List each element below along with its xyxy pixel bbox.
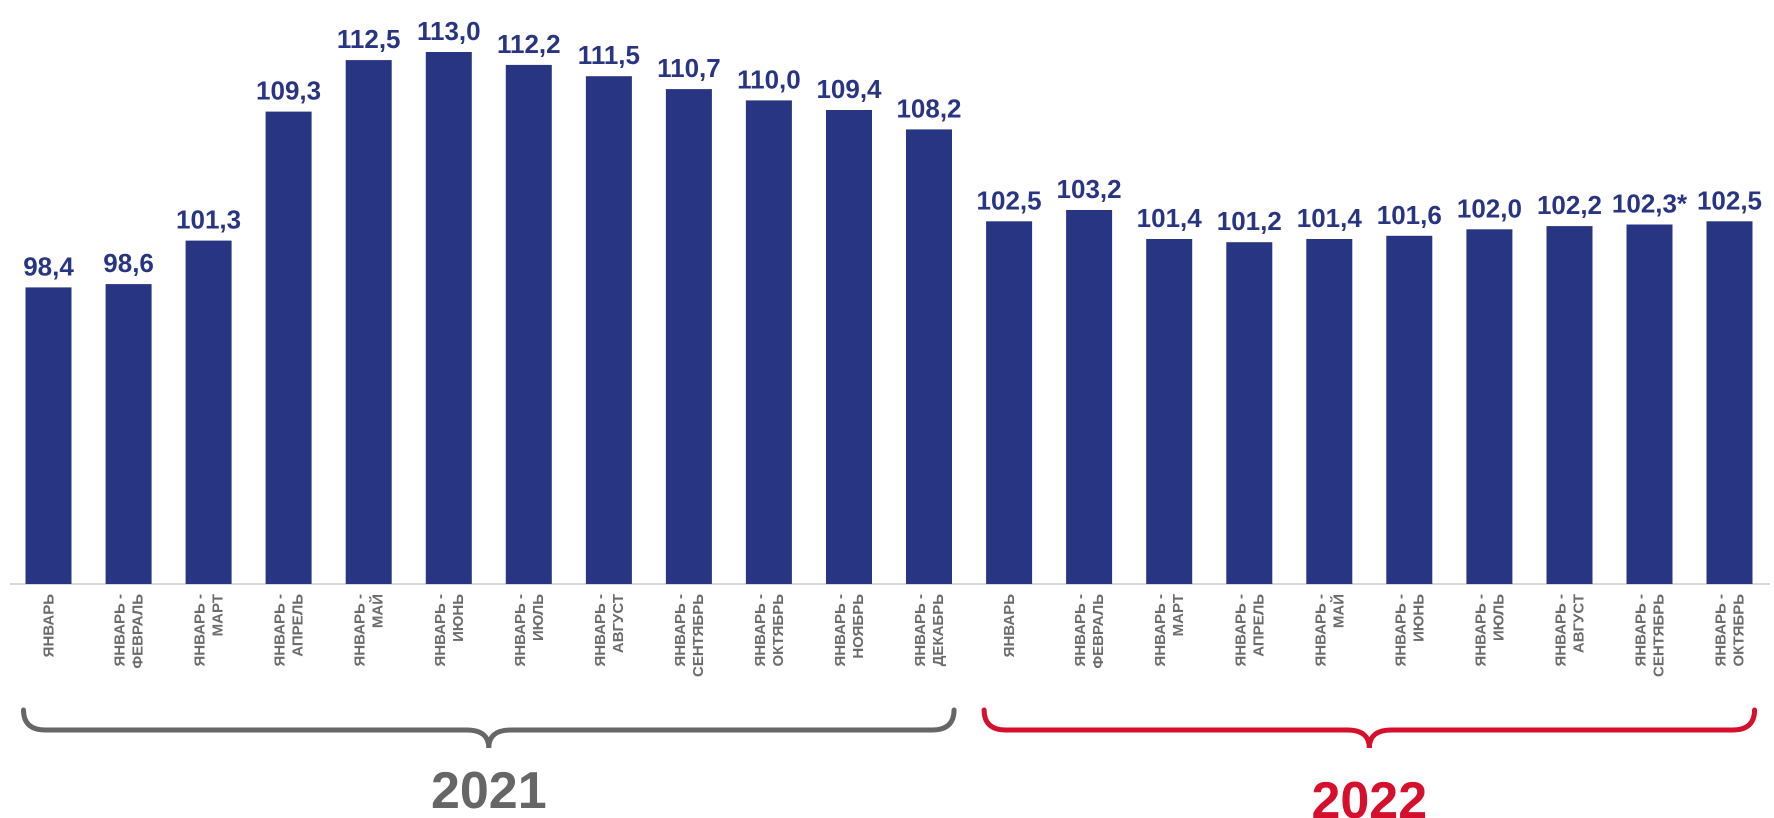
svg-text:ЯНВАРЬ -ФЕВРАЛЬ: ЯНВАРЬ -ФЕВРАЛЬ — [1072, 594, 1107, 669]
value-label-10: 110,0 — [737, 64, 801, 94]
value-label-17: 101,4 — [1297, 203, 1363, 233]
bar-11 — [826, 110, 872, 584]
tick-label-16: ЯНВАРЬ -АПРЕЛЬ — [1232, 594, 1267, 667]
svg-text:ЯНВАРЬ -ОКТЯБРЬ: ЯНВАРЬ -ОКТЯБРЬ — [752, 594, 787, 667]
value-label-2: 98,6 — [103, 248, 154, 278]
value-label-9: 110,7 — [657, 53, 721, 83]
svg-text:ЯНВАРЬ -МАРТ: ЯНВАРЬ -МАРТ — [192, 594, 227, 666]
tick-label-21: ЯНВАРЬ -СЕНТЯБРЬ — [1633, 594, 1668, 677]
value-label-8: 111,5 — [578, 40, 640, 70]
bar-2 — [105, 284, 152, 584]
tick-label-17: ЯНВАРЬ -МАЙ — [1312, 594, 1347, 666]
bar-1 — [25, 287, 72, 584]
svg-text:ЯНВАРЬ -ИЮНЬ: ЯНВАРЬ -ИЮНЬ — [1392, 594, 1427, 667]
svg-text:ЯНВАРЬ -АПРЕЛЬ: ЯНВАРЬ -АПРЕЛЬ — [272, 594, 307, 667]
bar-12 — [906, 129, 952, 584]
tick-label-10: ЯНВАРЬ -ОКТЯБРЬ — [752, 594, 787, 667]
tick-label-9: ЯНВАРЬ -СЕНТЯБРЬ — [672, 594, 707, 677]
bar-4 — [265, 111, 312, 584]
value-label-13: 102,5 — [977, 185, 1042, 215]
value-label-20: 102,2 — [1537, 190, 1602, 220]
tick-label-1: ЯНВАРЬ — [41, 594, 58, 658]
value-label-6: 113,0 — [417, 16, 481, 46]
bar-9 — [665, 89, 712, 584]
svg-text:ЯНВАРЬ: ЯНВАРЬ — [1001, 594, 1018, 658]
svg-text:ЯНВАРЬ -СЕНТЯБРЬ: ЯНВАРЬ -СЕНТЯБРЬ — [1633, 594, 1668, 677]
bar-5 — [345, 60, 392, 585]
value-label-19: 102,0 — [1457, 193, 1522, 223]
tick-label-18: ЯНВАРЬ -ИЮНЬ — [1392, 594, 1427, 667]
value-labels-layer: 98,4 98,6 101,3 109,3 112,5 113,0 112,2 111,5 11… — [23, 16, 1762, 281]
bar-14 — [1066, 210, 1113, 584]
tick-label-20: ЯНВАРЬ -АВГУСТ — [1553, 594, 1588, 666]
bar-17 — [1306, 239, 1353, 584]
svg-text:ЯНВАРЬ -ФЕВРАЛЬ: ЯНВАРЬ -ФЕВРАЛЬ — [112, 594, 147, 669]
tick-label-3: ЯНВАРЬ -МАРТ — [192, 594, 227, 666]
svg-text:ЯНВАРЬ -МАЙ: ЯНВАРЬ -МАЙ — [352, 594, 387, 666]
value-label-1: 98,4 — [23, 251, 74, 281]
svg-text:ЯНВАРЬ -МАРТ: ЯНВАРЬ -МАРТ — [1152, 594, 1187, 666]
svg-text:ЯНВАРЬ -ДЕКАБРЬ: ЯНВАРЬ -ДЕКАБРЬ — [912, 594, 947, 667]
value-label-21: 102,3* — [1612, 189, 1688, 219]
value-label-22: 102,5 — [1697, 185, 1762, 215]
tick-label-19: ЯНВАРЬ -ИЮЛЬ — [1472, 594, 1507, 667]
svg-text:ЯНВАРЬ -ИЮЛЬ: ЯНВАРЬ -ИЮЛЬ — [1472, 594, 1507, 667]
tick-label-6: ЯНВАРЬ -ИЮНЬ — [432, 594, 467, 667]
year-label-2021: 2021 — [431, 762, 547, 818]
bar-15 — [1146, 239, 1193, 584]
bar-20 — [1546, 226, 1593, 584]
svg-text:ЯНВАРЬ -МАЙ: ЯНВАРЬ -МАЙ — [1312, 594, 1347, 666]
tick-label-11: ЯНВАРЬ -НОЯБРЬ — [832, 594, 867, 667]
svg-text:ЯНВАРЬ: ЯНВАРЬ — [41, 594, 58, 658]
value-label-7: 112,2 — [497, 29, 561, 59]
value-label-12: 108,2 — [896, 93, 961, 123]
value-label-15: 101,4 — [1137, 203, 1203, 233]
brace-2022 — [981, 707, 1758, 749]
bar-16 — [1226, 242, 1273, 584]
tick-label-8: ЯНВАРЬ -АВГУСТ — [592, 594, 627, 666]
bar-8 — [585, 76, 632, 584]
value-label-11: 109,4 — [816, 74, 882, 104]
year-braces-layer: 2021 2022 — [21, 707, 1758, 818]
tick-label-13: ЯНВАРЬ — [1001, 594, 1018, 658]
bar-22 — [1706, 221, 1753, 585]
svg-text:ЯНВАРЬ -АВГУСТ: ЯНВАРЬ -АВГУСТ — [592, 594, 627, 666]
tick-labels-layer: ЯНВАРЬ ЯНВАРЬ -ФЕВРАЛЬ ЯНВАРЬ -МАРТ ЯНВАРЬ … — [41, 594, 1748, 677]
tick-label-4: ЯНВАРЬ -АПРЕЛЬ — [272, 594, 307, 667]
tick-label-22: ЯНВАРЬ -ОКТЯБРЬ — [1713, 594, 1748, 667]
bar-13 — [986, 221, 1033, 585]
bar-18 — [1386, 235, 1433, 585]
svg-text:ЯНВАРЬ -ИЮЛЬ: ЯНВАРЬ -ИЮЛЬ — [512, 594, 547, 667]
bar-3 — [185, 240, 232, 584]
svg-text:ЯНВАРЬ -НОЯБРЬ: ЯНВАРЬ -НОЯБРЬ — [832, 594, 867, 667]
bars-layer — [25, 52, 1753, 585]
bar-10 — [745, 100, 792, 585]
tick-label-15: ЯНВАРЬ -МАРТ — [1152, 594, 1187, 666]
value-label-4: 109,3 — [256, 76, 321, 106]
value-label-14: 103,2 — [1057, 174, 1122, 204]
year-label-2022: 2022 — [1311, 772, 1427, 818]
tick-label-14: ЯНВАРЬ -ФЕВРАЛЬ — [1072, 594, 1107, 669]
bar-19 — [1466, 229, 1513, 585]
bar-7 — [505, 64, 552, 584]
bar-6 — [425, 52, 472, 584]
tick-label-5: ЯНВАРЬ -МАЙ — [352, 594, 387, 666]
svg-text:ЯНВАРЬ -СЕНТЯБРЬ: ЯНВАРЬ -СЕНТЯБРЬ — [672, 594, 707, 677]
bar-21 — [1626, 224, 1673, 584]
svg-text:ЯНВАРЬ -ОКТЯБРЬ: ЯНВАРЬ -ОКТЯБРЬ — [1713, 594, 1748, 667]
svg-text:ЯНВАРЬ -ИЮНЬ: ЯНВАРЬ -ИЮНЬ — [432, 594, 467, 667]
brace-2021 — [21, 707, 957, 749]
tick-label-2: ЯНВАРЬ -ФЕВРАЛЬ — [112, 594, 147, 669]
value-label-18: 101,6 — [1377, 200, 1442, 230]
value-label-16: 101,2 — [1217, 206, 1282, 236]
value-label-5: 112,5 — [337, 24, 401, 54]
tick-label-12: ЯНВАРЬ -ДЕКАБРЬ — [912, 594, 947, 667]
svg-text:ЯНВАРЬ -АПРЕЛЬ: ЯНВАРЬ -АПРЕЛЬ — [1232, 594, 1267, 667]
value-label-3: 101,3 — [176, 205, 241, 235]
tick-label-7: ЯНВАРЬ -ИЮЛЬ — [512, 594, 547, 667]
svg-text:ЯНВАРЬ -АВГУСТ: ЯНВАРЬ -АВГУСТ — [1553, 594, 1588, 666]
